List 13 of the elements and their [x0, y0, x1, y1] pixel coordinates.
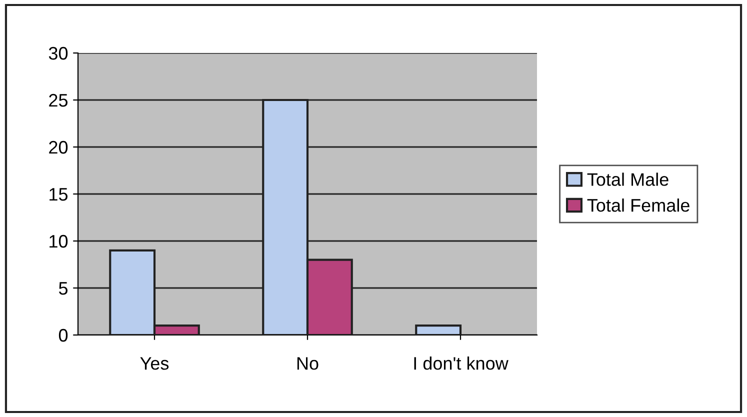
bar — [415, 324, 462, 335]
legend-label: Total Female — [587, 198, 690, 212]
x-tick-label: No — [297, 357, 318, 370]
x-tick-label: Yes — [140, 357, 169, 370]
x-tick-label: I don't know — [414, 356, 508, 370]
y-tick-label: 10 — [50, 234, 68, 248]
y-tick-label: 15 — [50, 188, 68, 201]
legend-label: Total Male — [587, 172, 668, 186]
y-tick-label: 30 — [48, 46, 68, 60]
y-tick-label: 0 — [58, 328, 68, 342]
y-tick-label: 20 — [49, 140, 68, 154]
y-tick-label: 25 — [49, 94, 68, 107]
y-tick-label: 5 — [58, 282, 68, 295]
